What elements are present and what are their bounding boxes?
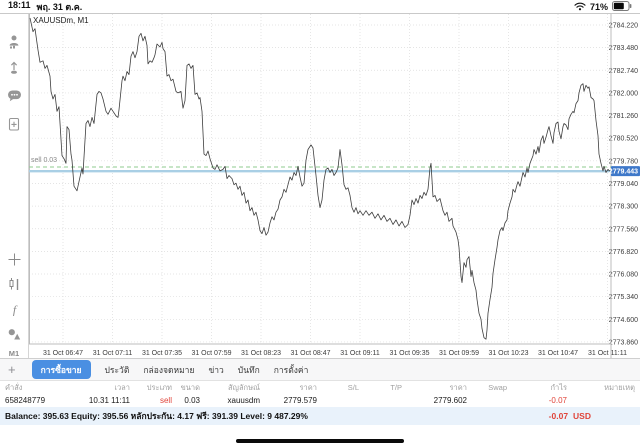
time-axis-label: 31 Oct 10:47 [538, 350, 578, 357]
position-symbol: xauusdm [227, 396, 260, 405]
pin-icon[interactable] [0, 61, 28, 76]
time-axis-label: 31 Oct 08:23 [241, 350, 281, 357]
time-axis-label: 31 Oct 07:35 [142, 350, 182, 357]
position-volume: 0.03 [184, 396, 200, 405]
svg-text:f: f [12, 303, 17, 317]
price-series-line [29, 17, 611, 340]
new-order-icon[interactable] [0, 117, 28, 132]
price-axis-label: 2782.000 [609, 90, 638, 97]
col-profit: กำไร [550, 383, 567, 392]
chat-icon[interactable] [0, 89, 28, 103]
position-type: sell [159, 396, 172, 405]
position-open-price: 2779.579 [283, 396, 317, 405]
status-bar: 18:11 พฤ. 31 ต.ค. 71% [0, 0, 640, 14]
position-sl [317, 394, 359, 407]
total-profit: -0.07 USD [549, 411, 635, 421]
col-type: ประเภท [146, 383, 172, 392]
position-tp [359, 394, 402, 407]
price-axis-label: 2784.220 [609, 23, 638, 30]
current-price-tag [611, 166, 640, 177]
price-axis-label: 2777.560 [609, 226, 638, 233]
time-axis-label: 31 Oct 09:11 [340, 350, 380, 357]
price-axis-label: 2779.780 [609, 158, 638, 165]
col-open-price: ราคา [299, 383, 317, 392]
sidebar: f M1 [0, 14, 29, 358]
account-summary: Balance: 395.63 Equity: 395.56 หลักประกั… [5, 411, 308, 421]
battery-icon [612, 0, 632, 13]
sell-position-label: sell 0.03 [31, 157, 57, 164]
position-time: 10.31 11:11 [88, 396, 130, 405]
crosshair-icon[interactable] [0, 253, 28, 266]
time-axis-label: 31 Oct 08:47 [290, 350, 330, 357]
price-axis-label: 2774.600 [609, 317, 638, 324]
objects-icon[interactable] [0, 327, 28, 341]
price-axis-label: 2776.080 [609, 272, 638, 279]
col-time: เวลา [114, 383, 130, 392]
tab-news[interactable]: ข่าว [208, 364, 224, 375]
col-sl: S/L [347, 383, 359, 392]
wifi-icon [574, 1, 586, 13]
bottom-tab-bar: + การซื้อขาย ประวัติ กล่องจดหมาย ข่าว บั… [0, 358, 640, 381]
time-axis-label: 31 Oct 11:11 [588, 350, 627, 357]
time-axis-label: 31 Oct 09:59 [439, 350, 479, 357]
col-symbol: สัญลักษณ์ [227, 383, 260, 392]
time-axis-label: 31 Oct 07:59 [191, 350, 231, 357]
price-axis-label: 2778.300 [609, 204, 638, 211]
chart-region: 31 Oct 06:47 31 Oct 07:11 31 Oct 07:35 31 O… [29, 14, 640, 358]
total-profit-value: -0.07 [548, 411, 569, 421]
time-axis-label: 31 Oct 10:23 [488, 350, 528, 357]
price-chart[interactable]: 31 Oct 06:47 31 Oct 07:11 31 Oct 07:35 31 O… [29, 14, 640, 358]
trade-table-header: คำสั่ง เวลา ประเภท ขนาด สัญลักษณ์ ราคา S… [0, 381, 640, 394]
col-tp: T/P [390, 383, 402, 392]
col-volume: ขนาด [180, 383, 200, 392]
battery-percentage: 71% [589, 1, 608, 12]
price-axis-label: 2779.040 [609, 181, 638, 188]
chart-symbol-label: XAUUSDm, M1 [33, 16, 89, 25]
position-current-price: 2779.602 [433, 396, 467, 405]
time-axis-label: 31 Oct 09:35 [389, 350, 429, 357]
price-axis-label: 2776.820 [609, 249, 638, 256]
tab-mailbox[interactable]: กล่องจดหมาย [143, 364, 195, 375]
tab-history[interactable]: ประวัติ [104, 364, 130, 375]
price-axis-label: 2773.860 [609, 339, 638, 346]
total-profit-currency: USD [573, 411, 591, 421]
timeframe-button[interactable]: M1 [8, 349, 20, 358]
col-swap: Swap [488, 383, 507, 392]
account-icon[interactable] [0, 34, 28, 49]
status-date: พฤ. 31 ต.ค. [36, 1, 83, 12]
position-profit: -0.07 [548, 396, 567, 405]
position-comment [567, 394, 640, 407]
col-order: คำสั่ง [5, 383, 23, 392]
tab-settings[interactable]: การตั้งค่า [273, 364, 309, 375]
position-order-id: 658248779 [5, 396, 46, 405]
col-current-price: ราคา [449, 383, 467, 392]
tab-journal[interactable]: บันทึก [237, 364, 260, 375]
price-axis-label: 2783.480 [609, 45, 638, 52]
indicators-icon[interactable]: f [0, 302, 28, 317]
time-axis-label: 31 Oct 07:11 [93, 350, 133, 357]
chart-type-icon[interactable] [0, 277, 28, 291]
current-price-value: 2779.443 [609, 169, 638, 176]
tab-trade[interactable]: การซื้อขาย [31, 360, 91, 379]
price-axis-label: 2781.260 [609, 113, 638, 120]
status-time: 18:11 [8, 0, 31, 10]
position-swap [467, 394, 507, 407]
price-axis-label: 2782.740 [609, 68, 638, 75]
price-axis-label: 2775.340 [609, 294, 638, 301]
price-axis-label: 2780.520 [609, 136, 638, 143]
add-tab-button[interactable]: + [8, 362, 16, 377]
account-summary-row: Balance: 395.63 Equity: 395.56 หลักประกั… [0, 407, 640, 425]
position-row[interactable]: 658248779 10.31 11:11 sell 0.03 xauusdm … [0, 394, 640, 407]
col-comment: หมายเหตุ [604, 383, 635, 392]
time-axis-label: 31 Oct 06:47 [43, 350, 83, 357]
home-indicator[interactable] [236, 439, 404, 443]
